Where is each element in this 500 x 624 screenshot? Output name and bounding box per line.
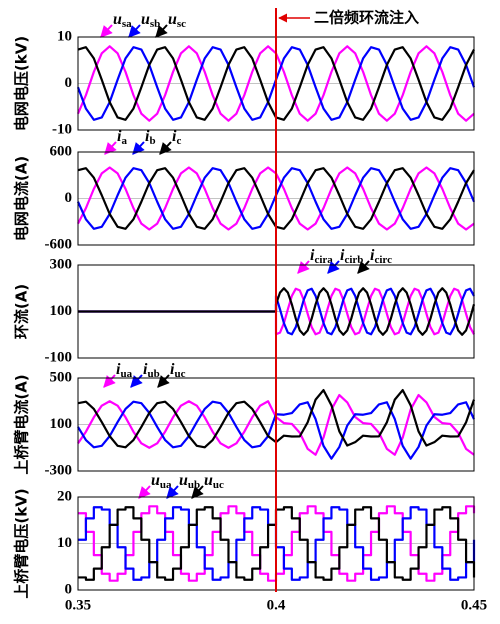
legend-name: i (116, 361, 121, 378)
legend-subscript: b (149, 135, 155, 147)
legend-arrow (155, 24, 168, 38)
y-tick-label: -300 (45, 462, 73, 478)
legend-label: usc (168, 11, 186, 30)
y-tick-label: 10 (57, 28, 72, 44)
y-axis-label: 上桥臂电流(A) (13, 374, 31, 474)
legend-name: i (172, 128, 177, 145)
y-axis-label: 上桥臂电压(kV) (13, 488, 31, 598)
legend-label: iua (116, 361, 133, 380)
legend-name: i (117, 128, 122, 145)
x-tick-label: 0.35 (65, 597, 91, 613)
legend-arrow (357, 260, 370, 274)
y-tick-label: 10 (57, 535, 72, 551)
legend-subscript: c (176, 135, 181, 147)
legend-subscript: ua (120, 368, 132, 380)
legend-name: i (170, 361, 175, 378)
series-line (78, 287, 475, 336)
legend-name: i (340, 247, 345, 264)
y-tick-label: -10 (52, 121, 72, 137)
y-axis-label: 电网电流(A) (13, 156, 31, 241)
legend-label: iub (143, 361, 160, 380)
legend-subscript: cira (314, 254, 333, 266)
y-tick-label: 100 (50, 416, 73, 432)
legend-name: u (141, 11, 150, 28)
legend-label: usb (141, 11, 160, 30)
legend-arrow (103, 374, 116, 388)
legend-subscript: sb (150, 18, 160, 30)
legend-subscript: sa (122, 18, 132, 30)
legend-arrow (138, 485, 151, 499)
y-tick-label: -600 (45, 236, 73, 252)
legend-subscript: uc (213, 479, 224, 491)
legend-subscript: circ (374, 254, 392, 266)
legend-subscript: a (121, 135, 127, 147)
legend-name: u (113, 11, 122, 28)
legend-name: i (370, 247, 375, 264)
legend-name: u (204, 472, 213, 489)
y-axis-label: 电网电压(kV) (13, 36, 31, 131)
legend-label: icira (310, 247, 333, 266)
legend-label: icirc (370, 247, 392, 266)
y-tick-label: 0 (65, 190, 73, 206)
legend-arrow (327, 260, 340, 274)
legend-label: ib (145, 128, 156, 147)
x-tick-label: 0.45 (461, 597, 487, 613)
legend-label: uuc (204, 472, 224, 491)
y-tick-label: 0 (65, 581, 73, 597)
legend-name: i (145, 128, 150, 145)
y-axis-label: 环流(A) (13, 284, 31, 339)
annotation-text: 二倍频环流注入 (314, 9, 419, 27)
x-tick-label: 0.4 (267, 597, 286, 613)
legend-arrow (157, 374, 170, 388)
y-tick-label: 300 (50, 256, 73, 272)
legend-subscript: cirb (344, 254, 363, 266)
legend-label: icirb (340, 247, 363, 266)
legend-name: u (168, 11, 177, 28)
legend-name: u (151, 472, 160, 489)
y-tick-label: 20 (57, 488, 72, 504)
legend-arrow (297, 260, 310, 274)
series-line (78, 287, 475, 336)
legend-label: usa (113, 11, 132, 30)
y-tick-label: -100 (45, 349, 73, 365)
legend-arrow (100, 24, 113, 38)
legend-name: u (179, 472, 188, 489)
legend-arrow (191, 485, 204, 499)
y-tick-label: 500 (50, 369, 73, 385)
y-tick-label: 600 (50, 143, 73, 159)
series-line (78, 287, 476, 336)
legend-label: ic (172, 128, 181, 147)
y-tick-label: 0 (65, 75, 73, 91)
legend-subscript: ua (160, 479, 172, 491)
legend-arrow (130, 374, 143, 388)
y-tick-label: 100 (50, 303, 73, 319)
legend-label: iuc (170, 361, 186, 380)
legend-name: i (143, 361, 148, 378)
legend-label: uua (151, 472, 172, 491)
legend-subscript: uc (174, 368, 185, 380)
legend-label: uub (179, 472, 200, 491)
legend-subscript: sc (177, 18, 186, 30)
legend-name: i (310, 247, 315, 264)
legend-subscript: ub (147, 368, 159, 380)
legend-subscript: ub (188, 479, 200, 491)
legend-arrow (128, 24, 141, 38)
legend-label: ia (117, 128, 127, 147)
legend-arrow (166, 485, 179, 499)
